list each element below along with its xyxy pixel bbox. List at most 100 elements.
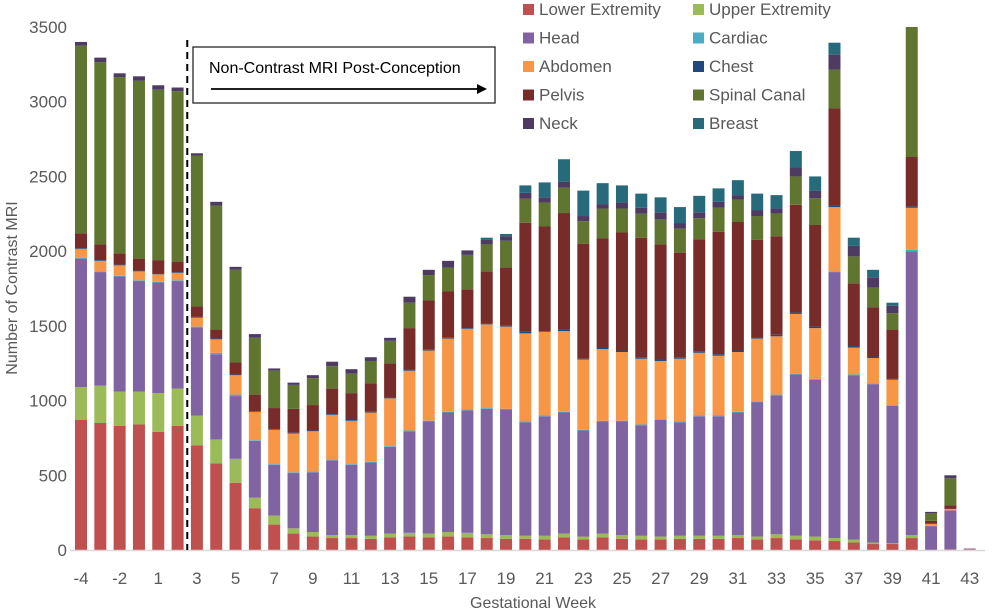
bar-segment-breast: [596, 183, 609, 205]
bar-segment-neck: [925, 511, 938, 514]
bar-stack-week-32: [751, 193, 764, 550]
bar-segment-breast: [847, 237, 860, 246]
bar-segment-lower-extremity: [944, 549, 957, 550]
bar-segment-upper-extremity: [229, 458, 242, 483]
bar-segment-cardiac: [886, 405, 899, 406]
bar-segment-lower-extremity: [905, 538, 918, 550]
legend-swatch: [693, 61, 704, 72]
bar-segment-pelvis: [152, 260, 165, 274]
bar-segment-spinal-canal: [345, 373, 358, 394]
legend-item-spinal-canal: Spinal Canal: [693, 86, 805, 105]
bar-segment-neck: [287, 382, 300, 385]
x-tick-label: 3: [192, 569, 201, 588]
x-tick-label: 33: [767, 569, 786, 588]
bar-segment-head: [925, 526, 938, 550]
bar-segment-pelvis: [306, 405, 319, 431]
bar-segment-chest: [364, 411, 377, 413]
bar-segment-abdomen: [770, 336, 783, 395]
bar-segment-lower-extremity: [538, 539, 551, 550]
x-tick-label: 23: [574, 569, 593, 588]
bar-stack-week-21: [538, 182, 551, 550]
bar-segment-cardiac: [635, 424, 648, 426]
bar-stack-week-27: [654, 197, 667, 550]
bar-segment-upper-extremity: [828, 538, 841, 542]
bar-segment-lower-extremity: [828, 541, 841, 550]
bar-segment-neck: [461, 250, 474, 255]
bar-segment-spinal-canal: [770, 213, 783, 237]
bar-segment-pelvis: [809, 224, 822, 327]
bar-stack-week-16: [442, 260, 455, 550]
legend-label: Cardiac: [709, 29, 768, 48]
bar-segment-spinal-canal: [384, 340, 397, 364]
bar-segment-lower-extremity: [519, 538, 532, 550]
bar-segment-spinal-canal: [538, 202, 551, 227]
bar-segment-chest: [480, 323, 493, 325]
bar-segment-abdomen: [268, 429, 281, 465]
bar-segment-chest: [905, 206, 918, 208]
bar-segment-neck: [538, 197, 551, 203]
bar-segment-spinal-canal: [210, 205, 223, 330]
bar-segment-chest: [248, 411, 261, 412]
bar-segment-neck: [171, 87, 184, 92]
bar-segment-pelvis: [422, 300, 435, 350]
x-tick-label: 29: [690, 569, 709, 588]
bar-segment-cardiac: [847, 374, 860, 376]
legend-label: Breast: [709, 114, 758, 133]
bar-segment-neck: [306, 375, 319, 379]
bar-segment-lower-extremity: [673, 538, 686, 550]
bar-segment-cardiac: [210, 352, 223, 355]
bar-segment-neck: [132, 76, 145, 81]
bar-segment-head: [654, 419, 667, 537]
bar-segment-head: [268, 464, 281, 516]
bar-segment-head: [789, 374, 802, 536]
bar-segment-spinal-canal: [132, 80, 145, 259]
bar-segment-neck: [944, 475, 957, 479]
y-tick-label: 3000: [29, 93, 67, 112]
bar-segment-cardiac: [731, 411, 744, 413]
bar-segment-lower-extremity: [731, 538, 744, 550]
bar-segment-abdomen: [190, 317, 203, 327]
bar-segment-neck: [886, 305, 899, 314]
bar-segment-breast: [673, 207, 686, 224]
bar-segment-spinal-canal: [461, 254, 474, 290]
bar-segment-cardiac: [712, 415, 725, 417]
bar-segment-spinal-canal: [94, 62, 107, 245]
bar-segment-chest: [519, 331, 532, 334]
legend-label: Abdomen: [539, 57, 612, 76]
bars: [75, 27, 976, 550]
bar-stack-week-19: [500, 233, 513, 550]
bar-segment-head: [847, 375, 860, 540]
bar-segment-chest: [461, 328, 474, 329]
bar-segment-chest: [654, 359, 667, 361]
bar-segment-abdomen: [248, 411, 261, 441]
bar-segment-lower-extremity: [770, 538, 783, 550]
bar-segment-spinal-canal: [731, 199, 744, 223]
bar-segment-head: [94, 272, 107, 386]
bar-segment-spinal-canal: [596, 208, 609, 239]
bar-stack-week-1: [152, 85, 165, 550]
bar-segment-head: [712, 416, 725, 536]
bar-segment-abdomen: [210, 339, 223, 353]
x-tick-label: 43: [960, 569, 979, 588]
bar-segment-neck: [248, 334, 261, 338]
bar-segment-pelvis: [210, 329, 223, 339]
bar-segment-cardiac: [345, 464, 358, 465]
bar-segment-spinal-canal: [500, 240, 513, 268]
bar-stack-week-26: [635, 193, 648, 550]
legend-swatch: [523, 4, 534, 15]
bar-segment-chest: [673, 357, 686, 359]
bar-segment-head: [480, 408, 493, 535]
bar-segment-abdomen: [345, 420, 358, 465]
bar-segment-abdomen: [152, 274, 165, 282]
bar-segment-cardiac: [403, 430, 416, 432]
bar-segment-neck: [596, 204, 609, 209]
bar-segment-abdomen: [171, 272, 184, 281]
bar-segment-lower-extremity: [886, 544, 899, 550]
bar-segment-neck: [94, 57, 107, 63]
legend-swatch: [523, 32, 534, 44]
bar-segment-chest: [422, 349, 435, 351]
bar-stack-week-13: [384, 337, 397, 550]
bar-stack-week-36: [828, 42, 841, 550]
bar-segment-neck: [654, 212, 667, 220]
bar-segment-pelvis: [248, 394, 261, 412]
